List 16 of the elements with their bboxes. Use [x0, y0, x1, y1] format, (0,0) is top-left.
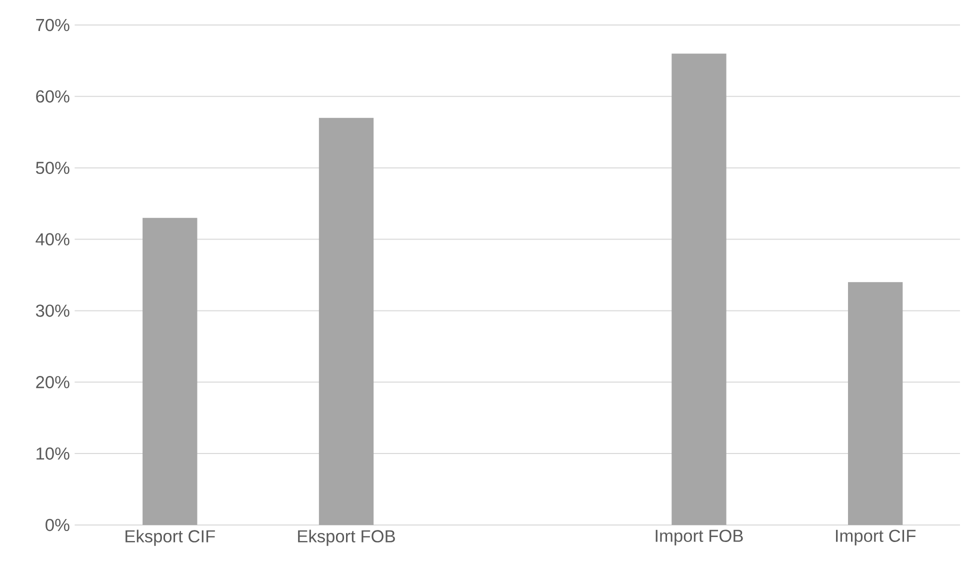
bar	[672, 54, 726, 525]
bar	[318, 118, 374, 525]
bar	[142, 218, 198, 525]
y-tick-label: 30%	[36, 304, 70, 317]
bar	[848, 282, 903, 525]
x-tick-label: Eksport FOB	[298, 530, 395, 546]
y-tick-label: 20%	[36, 376, 70, 388]
y-tick-label: 60%	[36, 90, 70, 103]
x-tick-label: Import CIF	[836, 530, 916, 546]
x-tick-label: Eksport CIF	[126, 530, 215, 546]
y-tick-label: 10%	[36, 447, 70, 460]
y-tick-label: 40%	[36, 233, 70, 246]
y-tick-label: 70%	[36, 18, 70, 32]
y-tick-label: 50%	[36, 162, 70, 174]
y-tick-label: 0%	[46, 518, 70, 532]
x-tick-label: Import FOB	[656, 530, 743, 546]
